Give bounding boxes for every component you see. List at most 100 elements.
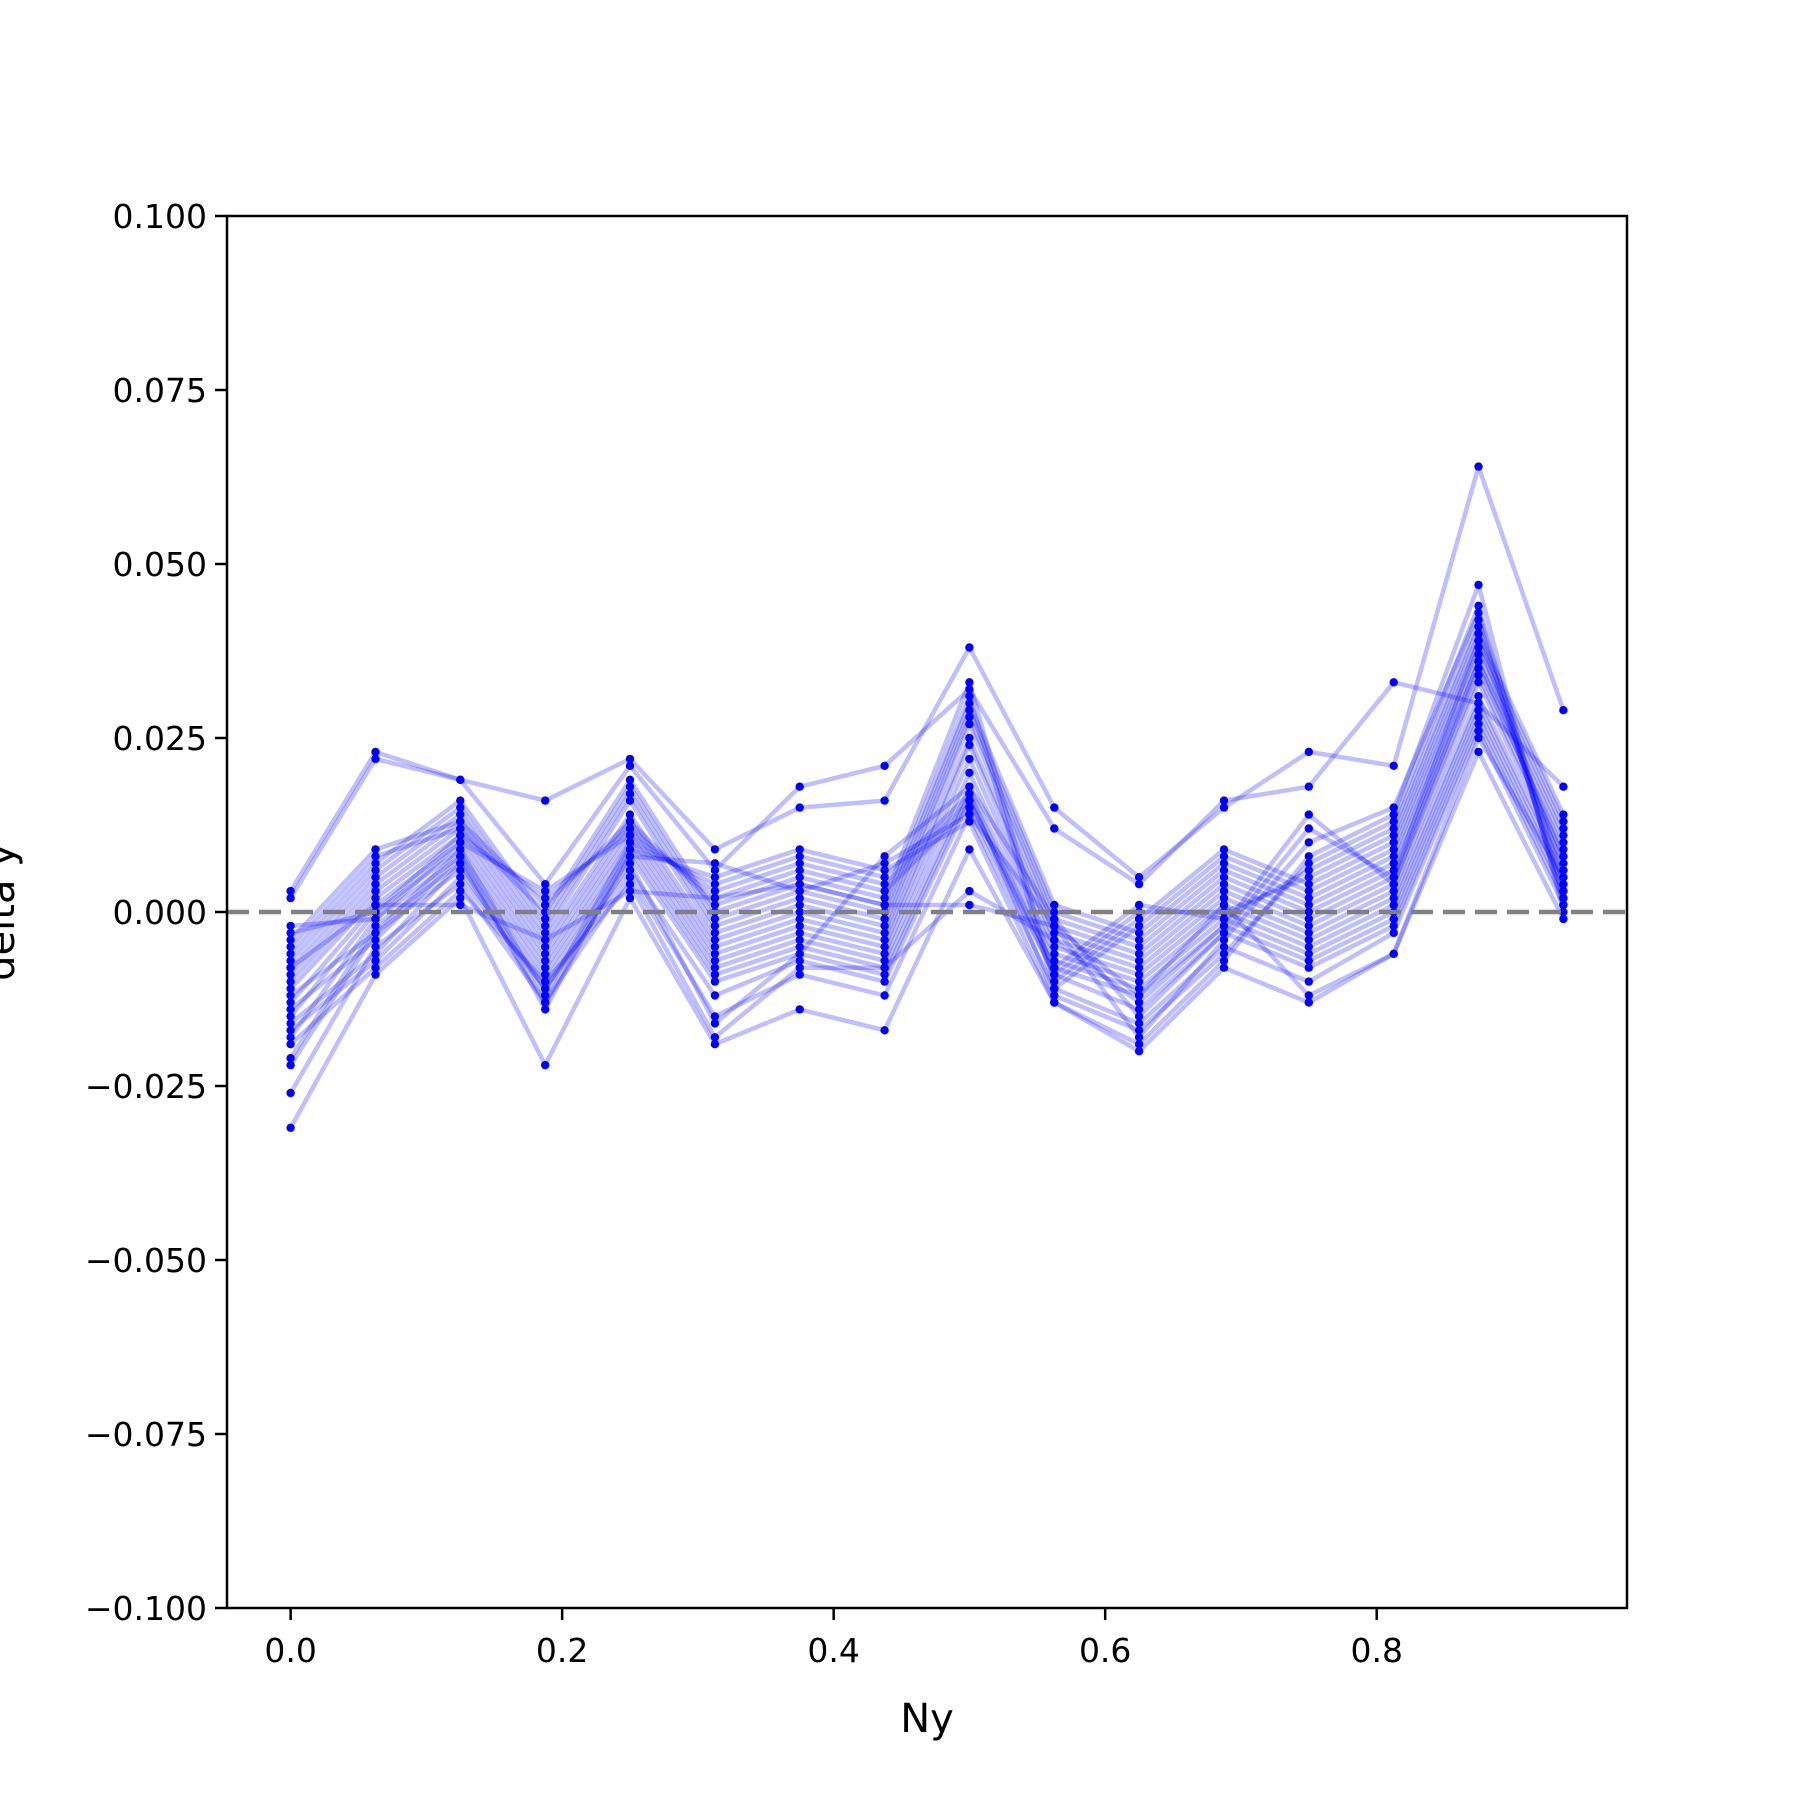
- data-point: [1389, 900, 1398, 910]
- series-line: [289, 582, 1566, 1047]
- data-point: [541, 949, 550, 958]
- data-point: [456, 886, 465, 896]
- data-point: [1134, 1047, 1144, 1056]
- data-point: [1304, 824, 1314, 833]
- data-point: [541, 984, 550, 993]
- data-point: [1050, 803, 1059, 812]
- data-point: [1559, 824, 1568, 833]
- series-line: [288, 749, 1566, 1129]
- data-point: [371, 970, 380, 979]
- data-point: [965, 796, 974, 805]
- data-point: [456, 838, 465, 847]
- data-point: [286, 935, 295, 944]
- data-point: [1474, 733, 1483, 743]
- data-point: [1389, 886, 1398, 896]
- data-point: [1050, 907, 1059, 917]
- x-tick-label: 0.2: [536, 1631, 588, 1670]
- data-point: [1389, 921, 1398, 931]
- data-point: [880, 963, 889, 972]
- data-point: [371, 963, 380, 972]
- data-point: [965, 719, 974, 729]
- data-point: [1389, 859, 1398, 868]
- data-point: [1219, 866, 1229, 875]
- data-point: [880, 859, 889, 868]
- data-point: [1304, 880, 1314, 889]
- data-point: [625, 866, 635, 875]
- data-point: [1134, 935, 1144, 944]
- data-point: [286, 928, 295, 938]
- data-point: [1219, 873, 1229, 882]
- series-13: [286, 657, 1568, 972]
- data-point: [795, 921, 804, 931]
- data-point: [1559, 859, 1568, 868]
- data-point: [371, 949, 380, 958]
- data-point: [1474, 608, 1483, 617]
- x-axis-label: Ny: [900, 1696, 954, 1742]
- data-point: [1219, 935, 1229, 944]
- series-line: [290, 624, 1566, 977]
- data-point: [965, 810, 974, 819]
- data-point: [541, 942, 550, 951]
- data-point: [541, 880, 550, 889]
- data-point: [710, 928, 720, 938]
- data-point: [1304, 928, 1314, 938]
- series-23: [286, 636, 1568, 1035]
- data-point: [371, 852, 380, 861]
- data-point: [1219, 921, 1229, 931]
- data-point: [965, 712, 974, 722]
- data-point: [625, 852, 635, 861]
- data-point: [286, 956, 295, 965]
- data-point: [1304, 914, 1314, 924]
- data-point: [965, 817, 974, 826]
- data-point: [1050, 900, 1059, 910]
- data-point: [1474, 615, 1483, 624]
- series-22: [286, 608, 1568, 1042]
- data-point: [1219, 859, 1229, 868]
- data-point: [710, 1040, 720, 1049]
- data-point: [1219, 914, 1229, 924]
- data-point: [710, 963, 720, 972]
- data-point: [1304, 893, 1314, 903]
- series-line: [288, 721, 1566, 1067]
- data-point: [1304, 810, 1314, 819]
- data-point: [371, 747, 380, 757]
- data-point: [625, 824, 635, 833]
- data-point: [371, 900, 380, 910]
- data-point: [1559, 838, 1568, 847]
- data-point: [795, 1005, 804, 1014]
- series-line: [288, 673, 1566, 984]
- data-point: [1474, 692, 1483, 701]
- data-point: [1050, 949, 1059, 958]
- data-point: [1050, 984, 1059, 993]
- data-point: [1304, 866, 1314, 875]
- data-point: [710, 880, 720, 889]
- data-point: [371, 886, 380, 896]
- data-point: [1474, 643, 1483, 652]
- data-point: [625, 873, 635, 882]
- data-point: [286, 942, 295, 951]
- data-point: [1389, 949, 1398, 958]
- data-point: [1219, 852, 1229, 861]
- data-point: [1134, 1012, 1144, 1021]
- series-line: [288, 680, 1565, 893]
- data-point: [880, 852, 889, 861]
- y-tick-label: 0.050: [113, 545, 207, 584]
- data-point: [1134, 963, 1144, 972]
- data-point: [286, 1012, 295, 1021]
- data-point: [625, 886, 635, 896]
- data-point: [880, 866, 889, 875]
- y-axis: 0.100 0.075 0.050 0.025 0.000 −0.025 −0.050 −0.…: [85, 197, 227, 1628]
- data-point: [710, 942, 720, 951]
- data-point: [1219, 963, 1229, 972]
- data-point: [625, 810, 635, 819]
- data-point: [456, 893, 465, 903]
- series-21: [286, 580, 1568, 1049]
- data-point: [1134, 1040, 1144, 1049]
- data-point: [965, 692, 974, 701]
- data-point: [1474, 671, 1483, 680]
- data-point: [371, 893, 380, 903]
- series-line: [288, 645, 1566, 956]
- data-point: [286, 1033, 295, 1042]
- data-point: [710, 859, 720, 868]
